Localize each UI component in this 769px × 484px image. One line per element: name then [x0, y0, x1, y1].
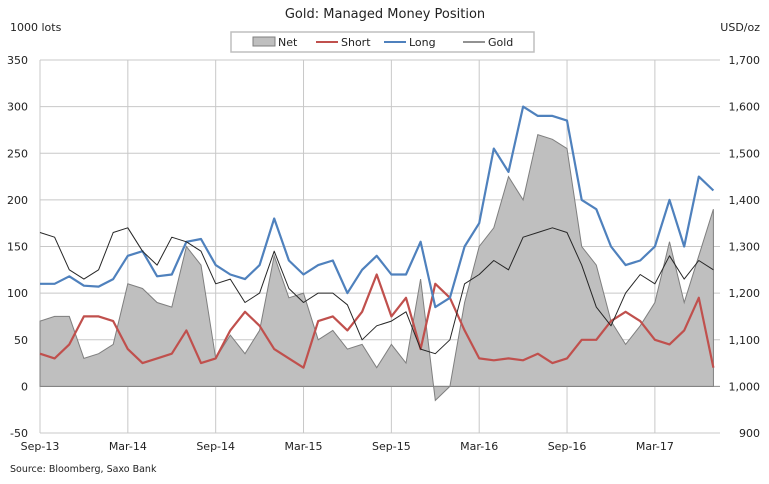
left-tick-label: 200: [7, 194, 28, 207]
right-tick-label: 1,500: [729, 147, 761, 160]
right-tick-label: 1,700: [729, 54, 761, 67]
x-tick-label: Sep-15: [372, 440, 411, 453]
right-tick-label: 1,200: [729, 287, 761, 300]
left-tick-label: 50: [14, 334, 28, 347]
gold-line: [39, 227, 714, 355]
x-tick-label: Mar-14: [109, 440, 147, 453]
left-tick-label: 250: [7, 147, 28, 160]
legend-label-long: Long: [409, 36, 436, 49]
left-tick-label: 100: [7, 287, 28, 300]
right-tick-label: 900: [739, 427, 760, 440]
chart-title: Gold: Managed Money Position: [285, 7, 485, 22]
left-tick-label: 150: [7, 241, 28, 254]
right-tick-label: 1,300: [729, 241, 761, 254]
legend-label-short: Short: [341, 36, 371, 49]
legend-label-gold: Gold: [488, 36, 513, 49]
x-tick-label: Sep-14: [196, 440, 235, 453]
source-note: Source: Bloomberg, Saxo Bank: [10, 464, 157, 475]
legend-label-net: Net: [278, 36, 298, 49]
right-tick-label: 1,100: [729, 334, 761, 347]
left-tick-label: 350: [7, 54, 28, 67]
legend-box: [230, 31, 535, 53]
right-tick-label: 1,600: [729, 101, 761, 114]
x-tick-label: Mar-16: [460, 440, 498, 453]
right-tick-label: 1,000: [729, 380, 761, 393]
long-line: [40, 105, 715, 309]
x-tick-label: Mar-17: [636, 440, 674, 453]
net-area: [39, 133, 714, 402]
short-line: [39, 273, 715, 369]
x-tick-label: Sep-13: [21, 440, 60, 453]
right-tick-label: 1,400: [729, 194, 761, 207]
x-tick-label: Sep-16: [548, 440, 587, 453]
legend: Net Short Long Gold: [230, 31, 535, 53]
left-tick-label: 0: [21, 380, 28, 393]
left-axis-label: 1000 lots: [10, 21, 62, 34]
legend-swatch-net: [252, 36, 276, 47]
left-tick-label: -50: [10, 427, 28, 440]
x-tick-label: Mar-15: [285, 440, 323, 453]
axis-ticks: -50 900 0 1,000 50 1,100 100 1,200 150 1,300 200 1,…: [7, 54, 760, 453]
right-axis-label: USD/oz: [720, 21, 760, 34]
left-tick-label: 300: [7, 101, 28, 114]
plot-area: [39, 105, 715, 402]
